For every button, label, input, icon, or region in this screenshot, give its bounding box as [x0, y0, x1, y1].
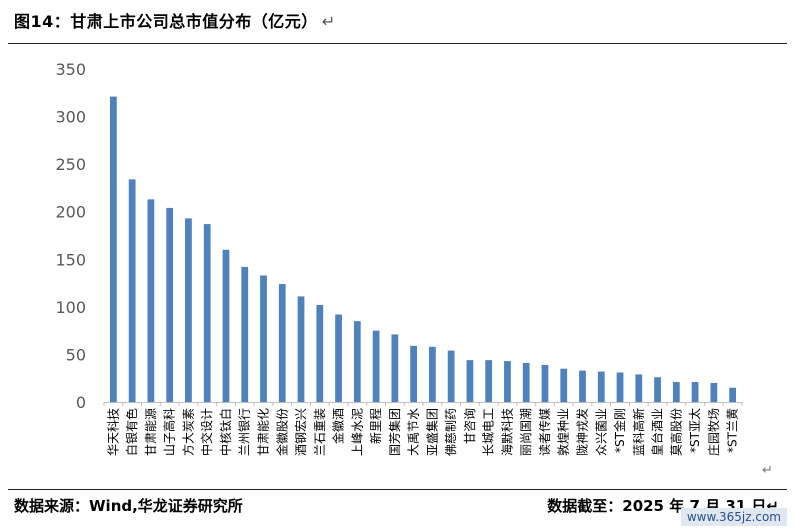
- bar: [485, 360, 493, 402]
- bar: [297, 296, 305, 402]
- x-category-label: 海默科技: [499, 408, 514, 456]
- bottom-divider: [8, 489, 787, 490]
- bar-chart: 0 50 100 150 200 250 300 350 华天科技 白银有色 甘肃能源 山子高科 方大炭…: [55, 60, 743, 456]
- x-category-label: 白银有色: [124, 408, 139, 456]
- bar: [335, 314, 342, 402]
- x-category-label: 中交设计: [199, 408, 214, 456]
- x-category-label: 新里程: [368, 408, 383, 444]
- y-tick-label: 300: [55, 108, 86, 127]
- bar: [729, 387, 736, 402]
- bar: [654, 377, 661, 402]
- bar: [691, 382, 699, 402]
- x-category-label: *ST亚太: [687, 408, 702, 453]
- x-category-label: 方大炭素: [180, 408, 195, 456]
- x-category-label: 国芳集团: [387, 408, 402, 456]
- bar: [353, 321, 361, 402]
- bar: [616, 372, 624, 402]
- x-category-label: 山子高科: [162, 408, 177, 456]
- x-category-label: 甘肃能化: [257, 408, 271, 456]
- x-category-label: 众兴菌业: [594, 408, 608, 456]
- x-category-label: 金徽股份: [274, 408, 289, 456]
- return-mark-icon: ↵: [321, 12, 336, 31]
- y-tick-label: 200: [55, 203, 86, 222]
- x-category-label: *ST兰黄: [726, 408, 740, 453]
- x-category-label: 上峰水泥: [350, 408, 364, 456]
- x-category-label: 敦煌种业: [556, 408, 571, 456]
- bar: [391, 334, 399, 402]
- x-category-label: *ST金刚: [612, 408, 627, 453]
- x-category-label: 丽尚国潮: [518, 408, 533, 456]
- x-category-label: 酒钢宏兴: [293, 408, 308, 456]
- y-tick-label: 150: [55, 250, 86, 269]
- x-category-label: 甘咨询: [462, 408, 477, 444]
- bar: [466, 360, 474, 402]
- bar: [429, 346, 436, 402]
- bar: [372, 330, 380, 402]
- x-category-label: 读者传媒: [537, 408, 552, 456]
- x-category-label: 蓝科高新: [631, 408, 646, 456]
- y-tick-label: 350: [55, 60, 86, 79]
- bar: [185, 218, 192, 402]
- bar: [672, 382, 680, 402]
- x-category-label: 兰石重装: [313, 408, 327, 456]
- bar: [597, 371, 605, 402]
- bar: [166, 207, 174, 402]
- bar: [522, 362, 530, 402]
- x-category-label: 金徽酒: [331, 408, 346, 444]
- x-category-label: 大禹节水: [407, 408, 421, 456]
- y-tick-label: 100: [55, 298, 86, 317]
- bar: [541, 364, 549, 402]
- x-category-label: 长城电工: [482, 408, 496, 456]
- bar: [222, 249, 230, 402]
- data-source: 数据来源：Wind,华龙证券研究所: [14, 497, 243, 515]
- x-category-label: 中核钛白: [218, 408, 233, 456]
- chart-return-mark-icon: ↵: [762, 463, 773, 478]
- x-category-label: 陇神戎发: [575, 408, 590, 456]
- x-category-label: 兰州银行: [238, 408, 252, 456]
- x-category-label: 皇台酒业: [650, 408, 665, 456]
- bar: [128, 179, 136, 402]
- bar: [710, 382, 718, 402]
- bar: [560, 368, 568, 402]
- bar: [635, 374, 643, 402]
- figure-title: 图14：甘肃上市公司总市值分布（亿元） ↵: [14, 8, 336, 32]
- bar: [260, 275, 267, 402]
- bar: [447, 350, 455, 402]
- bar: [316, 304, 324, 402]
- x-category-label: 莫高股份: [668, 408, 683, 456]
- figure-title-text: 图14：甘肃上市公司总市值分布（亿元）: [14, 12, 318, 31]
- x-category-label: 庄园牧场: [706, 408, 721, 456]
- bar: [504, 361, 511, 402]
- y-tick-label: 50: [66, 345, 86, 364]
- bar: [410, 345, 417, 402]
- x-category-label: 华天科技: [106, 408, 120, 456]
- bar: [579, 370, 586, 402]
- bar: [110, 96, 117, 402]
- bar: [203, 224, 211, 402]
- bar: [278, 284, 286, 402]
- x-category-label: 佛慈制药: [443, 408, 458, 456]
- x-category-label: 甘肃能源: [144, 408, 158, 456]
- bar: [241, 266, 249, 402]
- top-divider: [8, 43, 787, 44]
- bar: [147, 199, 155, 402]
- y-tick-label: 0: [76, 393, 86, 412]
- site-watermark: www.365jz.com: [680, 508, 787, 526]
- y-tick-label: 250: [55, 155, 86, 174]
- x-category-label: 亚盛集团: [424, 408, 439, 456]
